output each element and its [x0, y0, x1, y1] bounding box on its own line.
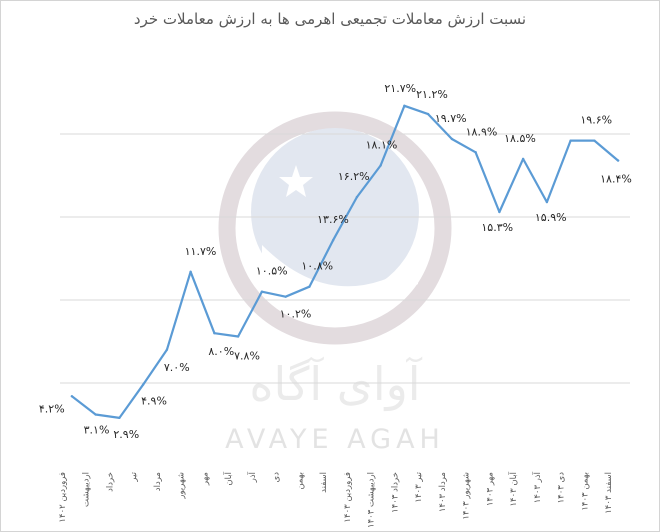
data-point [94, 413, 97, 416]
series-line-group [70, 104, 620, 420]
data-point [355, 195, 359, 199]
x-tick-label: دی [272, 472, 282, 483]
watermark-star-icon [279, 165, 313, 197]
data-point [569, 139, 572, 142]
data-point [189, 270, 192, 273]
x-tick-label: مهر [200, 472, 210, 486]
x-tick-label: مرداد [153, 472, 163, 491]
x-tick-label: آبان [222, 471, 234, 485]
x-tick-label: تیر [129, 471, 139, 482]
data-label: ۴.۹% [141, 395, 167, 408]
data-label: ۱۳.۶% [317, 213, 349, 226]
data-point [450, 137, 454, 141]
data-labels: ۴.۲% ۳.۱% ۲.۹% ۴.۹% ۷.۰% ۱۱.۷% ۸.۰% ۷.۸% ۱۰.۵% ۱۰… [39, 82, 632, 441]
data-point [141, 383, 145, 386]
data-point [70, 395, 74, 398]
watermark-ring [218, 111, 452, 345]
data-label: ۲۱.۲% [416, 88, 448, 101]
data-point [308, 285, 311, 288]
data-label: ۲.۹% [113, 428, 139, 441]
data-label: ۱۸.۵% [504, 132, 536, 145]
data-point [165, 348, 169, 351]
data-label: ۱۰.۵% [256, 265, 288, 278]
data-label: ۱۰.۲% [280, 308, 312, 321]
data-point [331, 239, 335, 242]
data-label: ۴.۲% [39, 402, 65, 415]
x-tick-label: آبان ۱۴۰۳ [507, 471, 519, 506]
watermark-text-fa: آوای آگاه [249, 357, 422, 412]
x-tick-label: دی ۱۴۰۳ [557, 472, 567, 504]
data-label: ۷.۸% [234, 350, 260, 363]
data-point [118, 416, 121, 420]
series-line [70, 104, 620, 419]
x-tick-label: فروردین ۱۴۰۳ [343, 472, 353, 523]
x-tick-label: اردیبهشت ۱۴۰۳ [367, 472, 377, 528]
watermark-logo: آوای آگاه AVAYE AGAH [218, 111, 452, 455]
data-point [236, 335, 240, 338]
x-tick-label: شهریور ۱۴۰۳ [462, 472, 472, 520]
data-label: ۱۸.۴% [600, 173, 632, 186]
data-label: ۱۸.۹% [466, 125, 498, 138]
x-tick-labels: فروردین ۱۴۰۲ اردیبهشت خرداد تیر مرداد شهریور م… [58, 471, 614, 528]
x-tick-label: اردیبهشت [82, 472, 92, 507]
chart-title: نسبت ارزش معاملات تجمیعی اهرمی ها به ارز… [133, 10, 527, 28]
x-tick-label: آذر ۱۴۰۳ [531, 471, 543, 503]
data-label: ۱۶.۲% [338, 170, 370, 183]
data-label: ۱۵.۹% [535, 211, 567, 224]
data-point [498, 210, 501, 214]
data-point [521, 157, 525, 161]
data-point [403, 104, 406, 107]
data-label: ۸.۰% [208, 345, 234, 358]
data-point [545, 200, 549, 204]
x-tick-label: آذر [246, 471, 258, 483]
x-tick-label: اسفند [319, 472, 329, 493]
x-tick-label: شهریور [177, 472, 187, 500]
data-point [616, 159, 620, 162]
x-tick-label: خرداد [105, 472, 115, 492]
data-point [593, 139, 596, 142]
data-label: ۱۱.۷% [185, 245, 217, 258]
x-tick-label: بهمن [295, 472, 305, 490]
x-tick-label: بهمن ۱۴۰۳ [580, 472, 590, 511]
data-point [426, 112, 430, 116]
data-point [379, 164, 382, 167]
x-tick-label: فروردین ۱۴۰۲ [58, 472, 68, 523]
data-label: ۳.۱% [84, 424, 110, 437]
data-label: ۱۰.۸% [301, 260, 333, 273]
watermark-swoosh [262, 245, 418, 304]
data-label: ۷.۰% [164, 361, 190, 374]
data-label: ۱۸.۱% [366, 139, 398, 152]
data-label: ۱۹.۶% [580, 114, 612, 127]
data-label: ۲۱.۷% [384, 82, 416, 95]
x-tick-label: مهر ۱۴۰۳ [485, 472, 495, 506]
x-tick-label: خرداد ۱۴۰۳ [390, 472, 400, 513]
data-point [260, 290, 264, 293]
data-point [474, 151, 477, 154]
x-tick-label: مرداد ۱۴۰۳ [438, 472, 448, 512]
x-tick-label: اسفند ۱۴۰۳ [604, 472, 614, 514]
data-point [213, 332, 216, 335]
data-label: ۱۹.۷% [435, 112, 467, 125]
data-label: ۱۵.۳% [481, 221, 513, 234]
watermark-text-en: AVAYE AGAH [225, 424, 445, 455]
data-point [284, 295, 287, 298]
x-tick-label: تیر ۱۴۰۳ [414, 471, 424, 502]
